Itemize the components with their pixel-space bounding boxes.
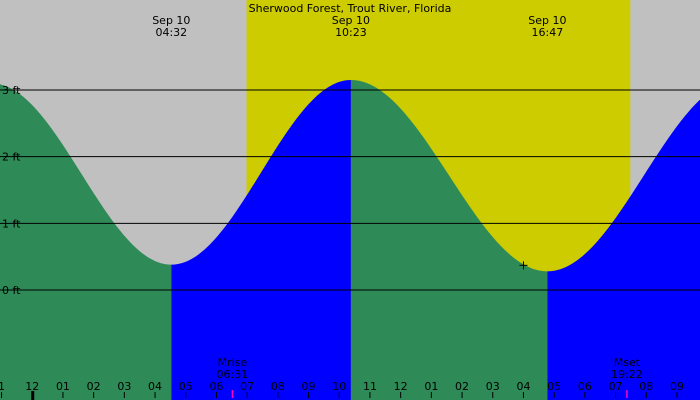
hour-label-8: 07 — [240, 380, 254, 393]
extreme-date-2: Sep 10 — [528, 14, 566, 27]
hour-label-15: 02 — [455, 380, 469, 393]
hour-label-13: 12 — [394, 380, 408, 393]
hour-label-11: 10 — [332, 380, 346, 393]
hour-label-4: 03 — [117, 380, 131, 393]
rising-tide-area-3 — [547, 99, 700, 400]
hour-label-18: 05 — [547, 380, 561, 393]
height-axis-labels: 0 ft 1 ft 2 ft 3 ft — [2, 84, 21, 297]
crosshair-cursor — [519, 261, 528, 270]
hour-label-22: 09 — [670, 380, 684, 393]
hour-label-9: 08 — [271, 380, 285, 393]
hour-label-1: 12 — [25, 380, 39, 393]
height-label-0: 0 ft — [2, 284, 21, 297]
height-label-1: 1 ft — [2, 217, 21, 230]
hour-label-17: 04 — [516, 380, 530, 393]
extreme-time-1: 10:23 — [335, 26, 367, 39]
hour-label-3: 02 — [87, 380, 101, 393]
extreme-time-2: 16:47 — [532, 26, 564, 39]
hour-label-6: 05 — [179, 380, 193, 393]
extreme-date-1: Sep 10 — [332, 14, 370, 27]
hour-label-5: 04 — [148, 380, 162, 393]
hour-label-19: 06 — [578, 380, 592, 393]
hour-label-21: 08 — [639, 380, 653, 393]
event-name-0: Mrise — [218, 356, 248, 369]
hour-label-10: 09 — [302, 380, 316, 393]
height-label-2: 2 ft — [2, 151, 21, 164]
hour-label-14: 01 — [424, 380, 438, 393]
event-time-0: 06:31 — [217, 368, 249, 381]
extreme-date-0: Sep 10 — [152, 14, 190, 27]
tide-areas — [0, 80, 700, 400]
hour-axis: 1 12 01 02 03 04 05 06 07 08 09 10 11 12 01 02 03 04 05 06 0… — [0, 380, 684, 400]
height-gridlines — [0, 89, 700, 291]
hour-label-0: 1 — [0, 380, 5, 393]
hour-label-12: 11 — [363, 380, 377, 393]
hour-label-16: 03 — [486, 380, 500, 393]
falling-tide-area-2 — [350, 80, 548, 400]
rising-tide-area-1 — [171, 80, 351, 400]
hour-label-2: 01 — [56, 380, 70, 393]
event-time-1: 19:22 — [611, 368, 643, 381]
falling-tide-area-0 — [0, 84, 172, 400]
extreme-time-0: 04:32 — [155, 26, 187, 39]
hour-label-7: 06 — [209, 380, 223, 393]
chart-title: Sherwood Forest, Trout River, Florida — [249, 2, 452, 15]
hour-label-20: 07 — [609, 380, 623, 393]
event-name-1: Mset — [614, 356, 641, 369]
midnight-marker — [31, 391, 35, 400]
height-label-3: 3 ft — [2, 84, 21, 97]
